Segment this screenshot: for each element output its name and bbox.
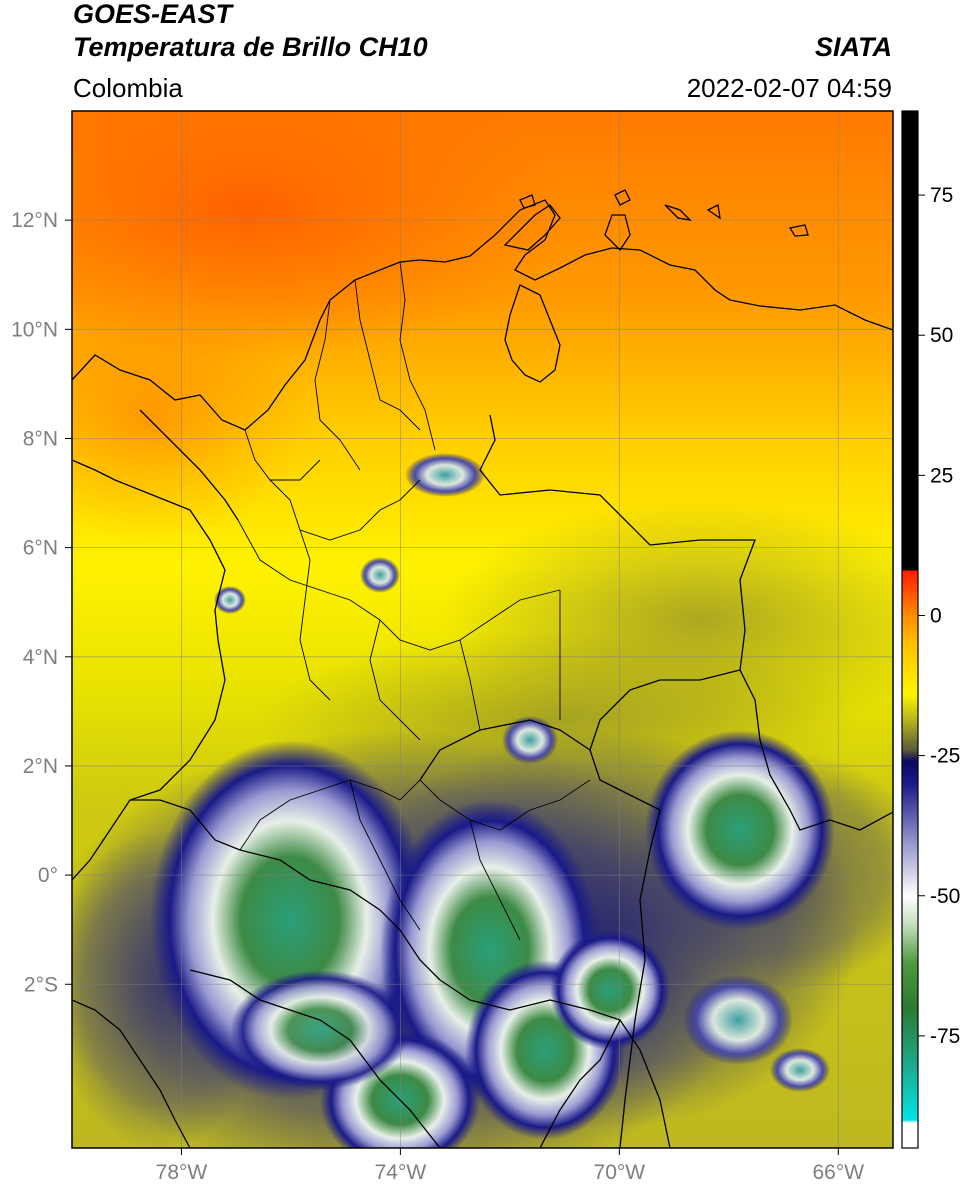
peru-brazil-border	[619, 1019, 671, 1148]
colombia-brazil-border	[589, 749, 661, 1148]
latitude-tick-label: 10°N	[11, 318, 58, 341]
colorbar-ticks: 75 50 25 0 -25 -50 -75	[918, 184, 960, 1048]
channel-title: Temperatura de Brillo CH10	[73, 32, 428, 62]
colorbar-gradient	[902, 111, 918, 1148]
colombia-ecuador-border	[130, 799, 441, 981]
longitude-tick-label: 74°W	[375, 1161, 427, 1184]
latitude-tick-label: 0°	[38, 864, 58, 887]
latitude-tick-label: 12°N	[11, 209, 58, 232]
colombia-peru-border	[439, 979, 621, 1148]
latitude-tick-label: 6°N	[23, 537, 58, 560]
colorbar-tick-label: 0	[930, 604, 942, 627]
department-lines-central	[237, 519, 561, 741]
product-title: GOES-EAST	[73, 0, 233, 29]
colorbar-tick-label: 50	[930, 324, 953, 347]
region-label: Colombia	[73, 73, 183, 103]
colombia-venezuela-border	[419, 414, 756, 781]
colorbar-tick-label: -25	[930, 745, 960, 768]
organization-label: SIATA	[815, 32, 892, 62]
colorbar-frame	[901, 110, 919, 1149]
pacific-coast-south	[72, 999, 191, 1148]
boundaries	[72, 189, 893, 1148]
pacific-coastline	[72, 459, 226, 881]
datetime-label: 2022-02-07 04:59	[686, 73, 892, 103]
latitude-tick-label: 4°N	[23, 646, 58, 669]
longitude-tick-label: 78°W	[156, 1161, 208, 1184]
longitude-axis: 78°W 74°W 70°W 66°W	[156, 1148, 864, 1184]
latitude-axis: 12°N 10°N 8°N 6°N 4°N 2°N 0° 2°S	[11, 209, 72, 996]
longitude-tick-label: 66°W	[812, 1161, 864, 1184]
department-lines-south	[239, 779, 591, 941]
colorbar-tick-label: -75	[930, 1025, 960, 1048]
islands	[519, 189, 809, 237]
caribbean-coastline	[72, 199, 893, 431]
ecuador-peru-border	[189, 969, 441, 1148]
colorbar-tick-label: 25	[930, 464, 953, 487]
latitude-tick-label: 2°S	[24, 973, 58, 996]
department-lines-north	[244, 261, 436, 541]
brightness-temperature-imagery	[72, 111, 893, 1148]
maracaibo-lake	[504, 284, 561, 383]
colorbar-tick-label: -50	[930, 885, 960, 908]
venezuela-brazil-border	[739, 669, 893, 831]
latitude-tick-label: 8°N	[23, 427, 58, 450]
map-frame	[71, 110, 894, 1149]
latitude-tick-label: 2°N	[23, 755, 58, 778]
colorbar: 75 50 25 0 -25 -50 -75	[901, 110, 960, 1149]
longitude-tick-label: 70°W	[594, 1161, 646, 1184]
longitude-gridlines	[181, 111, 839, 1148]
guajira-peninsula	[503, 204, 561, 251]
colorbar-tick-label: 75	[930, 184, 953, 207]
paraguana	[604, 214, 631, 252]
latitude-gridlines	[72, 219, 893, 985]
panama-border	[139, 409, 239, 521]
